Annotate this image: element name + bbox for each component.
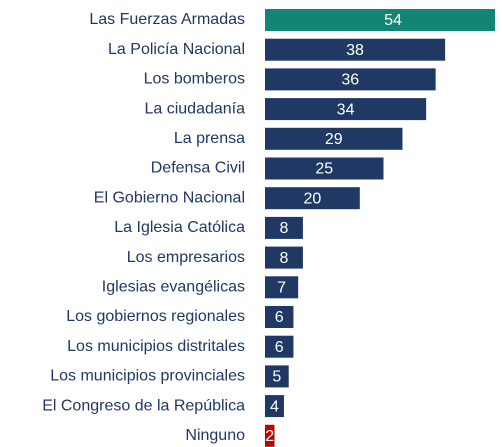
category-label: Los bomberos xyxy=(144,71,245,88)
value-label: 29 xyxy=(325,131,343,148)
value-label: 36 xyxy=(341,72,359,89)
category-label: Iglesias evangélicas xyxy=(102,279,245,296)
value-label: 6 xyxy=(275,339,284,356)
category-label: La Policía Nacional xyxy=(108,41,245,58)
bar xyxy=(265,127,403,150)
bar xyxy=(265,9,495,31)
category-label: La prensa xyxy=(174,130,245,147)
category-label: Las Fuerzas Armadas xyxy=(89,11,245,28)
value-label: 8 xyxy=(280,250,289,267)
bar xyxy=(265,395,284,418)
bar xyxy=(265,365,289,388)
bar xyxy=(265,276,299,299)
bar xyxy=(265,216,303,239)
value-label: 2 xyxy=(265,428,274,445)
value-label: 54 xyxy=(384,12,402,29)
bar xyxy=(265,335,294,358)
value-label: 38 xyxy=(346,42,364,59)
bar xyxy=(265,98,427,121)
value-label: 8 xyxy=(280,220,289,237)
category-label: El Congreso de la República xyxy=(42,397,245,414)
category-label: Los municipios provinciales xyxy=(50,368,245,385)
value-label: 6 xyxy=(275,309,284,326)
category-label: La ciudadanía xyxy=(144,100,245,117)
bar xyxy=(265,68,436,91)
value-label: 25 xyxy=(315,161,333,178)
value-label: 4 xyxy=(270,398,279,415)
bar xyxy=(265,424,275,447)
bar xyxy=(265,246,303,269)
category-label: Los gobiernos regionales xyxy=(66,308,245,325)
category-label: La Iglesia Católica xyxy=(114,219,245,236)
bar xyxy=(265,157,384,180)
category-label: El Gobierno Nacional xyxy=(94,189,245,206)
value-label: 7 xyxy=(277,280,286,297)
category-label: Los empresarios xyxy=(127,249,245,266)
bar xyxy=(265,187,360,210)
category-label: Ninguno xyxy=(185,427,245,444)
value-label: 34 xyxy=(337,101,355,118)
category-label: Los municipios distritales xyxy=(67,338,245,355)
bar xyxy=(265,306,294,328)
category-label: Defensa Civil xyxy=(151,160,245,177)
value-label: 5 xyxy=(272,369,281,386)
bar xyxy=(265,38,446,61)
value-label: 20 xyxy=(304,190,322,207)
